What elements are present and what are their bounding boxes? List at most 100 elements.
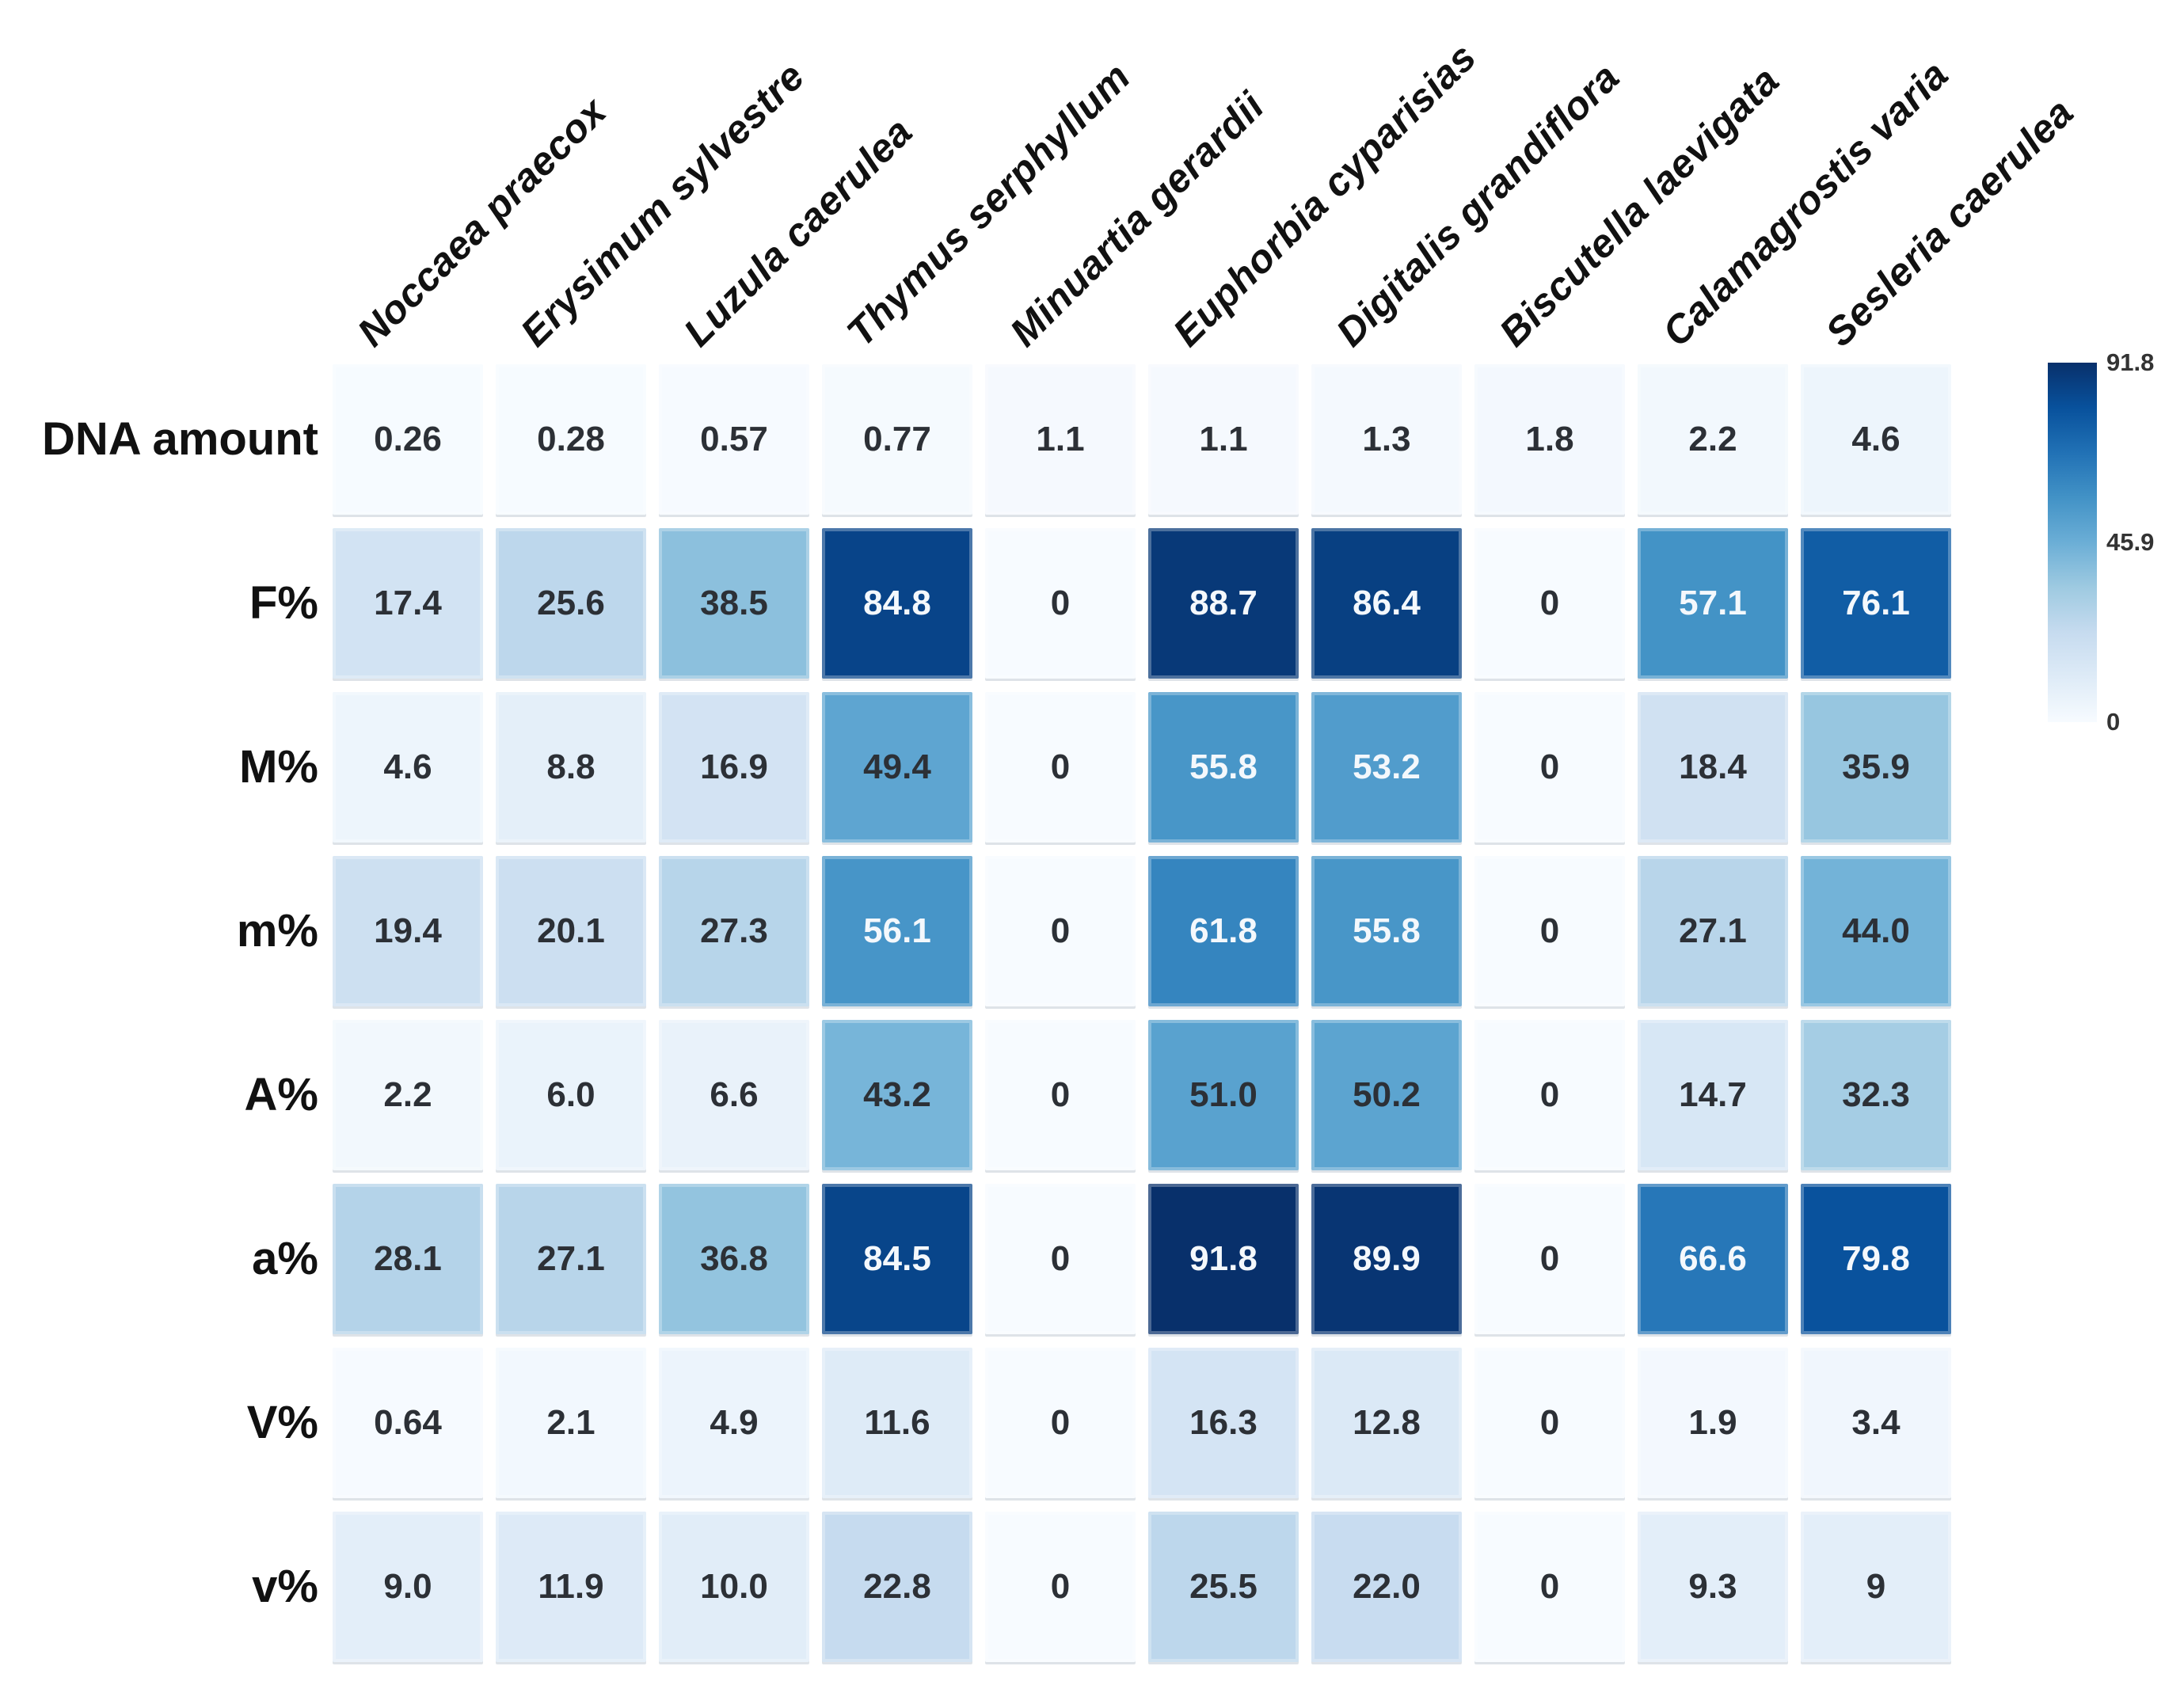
heatmap-cell: 27.3 bbox=[659, 856, 809, 1006]
heatmap-cell: 0 bbox=[1474, 692, 1625, 842]
heatmap-cell: 79.8 bbox=[1801, 1184, 1951, 1334]
heatmap-cell: 86.4 bbox=[1311, 528, 1462, 679]
heatmap-cell: 0.77 bbox=[822, 364, 972, 515]
row-label: m% bbox=[236, 905, 318, 957]
heatmap-cell: 88.7 bbox=[1148, 528, 1299, 679]
legend-tick-mid: 45.9 bbox=[2106, 528, 2155, 556]
heatmap-cell: 8.8 bbox=[496, 692, 646, 842]
row-label: V% bbox=[246, 1397, 318, 1448]
heatmap-cell: 32.3 bbox=[1801, 1020, 1951, 1170]
heatmap-cell: 9.3 bbox=[1638, 1512, 1788, 1662]
heatmap-cell: 55.8 bbox=[1311, 856, 1462, 1006]
heatmap-cell: 49.4 bbox=[822, 692, 972, 842]
column-header: Biscutella laevigata bbox=[1490, 58, 1788, 356]
heatmap-cell: 0.28 bbox=[496, 364, 646, 515]
column-header: Erysimum sylvestre bbox=[512, 54, 813, 356]
heatmap-cell: 1.9 bbox=[1638, 1348, 1788, 1498]
heatmap-cell: 9.0 bbox=[333, 1512, 483, 1662]
heatmap-cell: 0 bbox=[985, 692, 1136, 842]
heatmap-cell: 84.5 bbox=[822, 1184, 972, 1334]
heatmap-cell: 0 bbox=[1474, 1348, 1625, 1498]
heatmap-cell: 16.9 bbox=[659, 692, 809, 842]
heatmap-cell: 6.6 bbox=[659, 1020, 809, 1170]
heatmap-cell: 50.2 bbox=[1311, 1020, 1462, 1170]
row-label: M% bbox=[239, 741, 318, 793]
heatmap-cell: 0 bbox=[1474, 856, 1625, 1006]
column-header: Digitalis grandiflora bbox=[1327, 55, 1628, 356]
heatmap-cell: 36.8 bbox=[659, 1184, 809, 1334]
heatmap-cell: 4.6 bbox=[333, 692, 483, 842]
heatmap-cell: 10.0 bbox=[659, 1512, 809, 1662]
column-header: Thymus serphyllum bbox=[838, 54, 1140, 356]
heatmap-cell: 0 bbox=[985, 856, 1136, 1006]
heatmap-cell: 56.1 bbox=[822, 856, 972, 1006]
row-label: a% bbox=[252, 1233, 318, 1284]
column-header: Euphorbia cyparisias bbox=[1164, 34, 1485, 356]
heatmap-cell: 0 bbox=[1474, 1184, 1625, 1334]
heatmap-cell: 25.6 bbox=[496, 528, 646, 679]
heatmap-cell: 22.0 bbox=[1311, 1512, 1462, 1662]
heatmap-cell: 14.7 bbox=[1638, 1020, 1788, 1170]
heatmap-cell: 25.5 bbox=[1148, 1512, 1299, 1662]
heatmap-cell: 55.8 bbox=[1148, 692, 1299, 842]
heatmap-cell: 0 bbox=[1474, 528, 1625, 679]
row-label: F% bbox=[249, 577, 318, 629]
heatmap-cell: 61.8 bbox=[1148, 856, 1299, 1006]
heatmap-cell: 27.1 bbox=[496, 1184, 646, 1334]
heatmap-cell: 4.6 bbox=[1801, 364, 1951, 515]
heatmap-cell: 6.0 bbox=[496, 1020, 646, 1170]
legend-gradient-bar bbox=[2048, 363, 2097, 722]
heatmap-cell: 1.1 bbox=[985, 364, 1136, 515]
heatmap-cell: 1.8 bbox=[1474, 364, 1625, 515]
heatmap-cell: 43.2 bbox=[822, 1020, 972, 1170]
heatmap-cell: 76.1 bbox=[1801, 528, 1951, 679]
legend-tick-min: 0 bbox=[2106, 708, 2121, 736]
heatmap-cell: 3.4 bbox=[1801, 1348, 1951, 1498]
row-label: v% bbox=[252, 1561, 318, 1612]
heatmap-cell: 66.6 bbox=[1638, 1184, 1788, 1334]
heatmap-cell: 16.3 bbox=[1148, 1348, 1299, 1498]
heatmap-cell: 17.4 bbox=[333, 528, 483, 679]
heatmap-cell: 89.9 bbox=[1311, 1184, 1462, 1334]
heatmap-cell: 51.0 bbox=[1148, 1020, 1299, 1170]
heatmap-cell: 0 bbox=[985, 1184, 1136, 1334]
row-label: DNA amount bbox=[41, 413, 318, 465]
heatmap-cell: 0.64 bbox=[333, 1348, 483, 1498]
heatmap-cell: 4.9 bbox=[659, 1348, 809, 1498]
heatmap-cell: 0.57 bbox=[659, 364, 809, 515]
heatmap-cell: 2.2 bbox=[333, 1020, 483, 1170]
heatmap-cell: 0.26 bbox=[333, 364, 483, 515]
heatmap-cell: 57.1 bbox=[1638, 528, 1788, 679]
heatmap-cell: 0 bbox=[985, 528, 1136, 679]
heatmap-cell: 84.8 bbox=[822, 528, 972, 679]
heatmap-cell: 27.1 bbox=[1638, 856, 1788, 1006]
heatmap-cell: 44.0 bbox=[1801, 856, 1951, 1006]
column-header: Calamagrostis varia bbox=[1653, 51, 1957, 356]
heatmap-cell: 0 bbox=[985, 1512, 1136, 1662]
heatmap-cell: 22.8 bbox=[822, 1512, 972, 1662]
heatmap-cell: 11.9 bbox=[496, 1512, 646, 1662]
heatmap-cell: 11.6 bbox=[822, 1348, 972, 1498]
heatmap-cell: 91.8 bbox=[1148, 1184, 1299, 1334]
row-label: A% bbox=[244, 1069, 318, 1120]
heatmap-cell: 38.5 bbox=[659, 528, 809, 679]
heatmap-cell: 20.1 bbox=[496, 856, 646, 1006]
heatmap-cell: 1.3 bbox=[1311, 364, 1462, 515]
heatmap-cell: 0 bbox=[1474, 1512, 1625, 1662]
heatmap-cell: 0 bbox=[1474, 1020, 1625, 1170]
legend-tick-max: 91.8 bbox=[2106, 348, 2155, 376]
heatmap-grid: 0.26 0.28 0.57 0.77 1.1 1.1 1.3 1.8 2.2 4.6 17.4 25… bbox=[333, 364, 1951, 1662]
heatmap-cell: 2.1 bbox=[496, 1348, 646, 1498]
heatmap-cell: 1.1 bbox=[1148, 364, 1299, 515]
heatmap-cell: 9 bbox=[1801, 1512, 1951, 1662]
heatmap-cell: 12.8 bbox=[1311, 1348, 1462, 1498]
heatmap-cell: 0 bbox=[985, 1020, 1136, 1170]
heatmap-cell: 2.2 bbox=[1638, 364, 1788, 515]
heatmap-cell: 35.9 bbox=[1801, 692, 1951, 842]
heatmap-cell: 28.1 bbox=[333, 1184, 483, 1334]
heatmap-cell: 53.2 bbox=[1311, 692, 1462, 842]
heatmap-cell: 18.4 bbox=[1638, 692, 1788, 842]
heatmap-cell: 19.4 bbox=[333, 856, 483, 1006]
heatmap-cell: 0 bbox=[985, 1348, 1136, 1498]
